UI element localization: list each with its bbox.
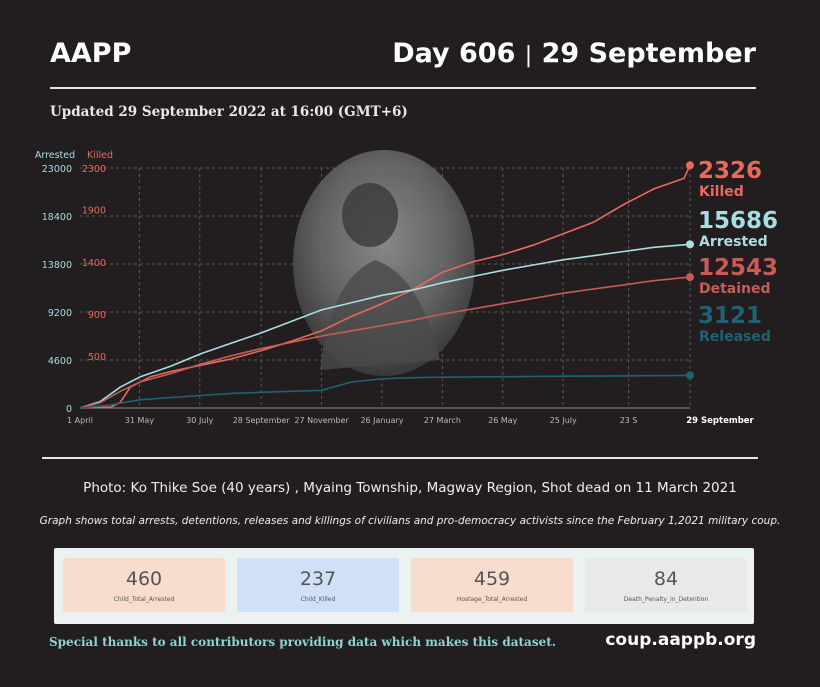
- brand-logo-text: AAPP: [50, 38, 132, 69]
- right-tick-label: 1400: [82, 258, 106, 269]
- chart-series: [79, 161, 694, 409]
- left-tick-label: 18400: [42, 212, 72, 223]
- series-line-arrested: [79, 243, 691, 409]
- end-label-arrested: Arrested: [699, 234, 768, 250]
- heading-date: 29 September: [541, 38, 756, 69]
- x-tick-label: 26 May: [488, 416, 518, 425]
- x-tick-label: 26 January: [360, 416, 403, 425]
- stat-card-death-penalty: 84 Death_Penalty_in_Detention: [585, 558, 747, 612]
- left-tick-label: 4600: [48, 356, 72, 367]
- left-tick-label: 23000: [42, 164, 72, 175]
- x-tick-label: 27 November: [294, 416, 349, 425]
- x-tick-label: 23 S: [620, 416, 638, 425]
- chart-axes: 23000 18400 13800 9200 4600 0 2300 1900 1400 900 5…: [35, 150, 755, 426]
- left-tick-label: 13800: [42, 260, 72, 271]
- heading-separator: |: [524, 43, 533, 68]
- stat-label: Death_Penalty_in_Detention: [623, 596, 709, 603]
- stat-label: Child_Killed: [300, 596, 336, 603]
- right-tick-label: 500: [88, 352, 106, 363]
- end-label-killed: Killed: [699, 184, 744, 200]
- portrait-photo: [293, 150, 475, 376]
- series-end-point-detained: [686, 273, 694, 282]
- series-end-point-arrested: [686, 240, 694, 249]
- stat-value: 84: [653, 568, 679, 590]
- stat-label: Hostage_Total_Arrested: [456, 596, 528, 603]
- stat-value: 459: [473, 568, 511, 590]
- left-axis-title: Arrested: [35, 150, 75, 161]
- x-tick-label: 1 April: [67, 416, 93, 425]
- line-chart: 23000 18400 13800 9200 4600 0 2300 1900 1400 900 5…: [35, 150, 778, 426]
- stats-panel: 460 Child_Total_Arrested 237 Child_Kille…: [54, 548, 754, 624]
- day-counter: Day 606: [392, 38, 516, 69]
- x-tick-label: 28 September: [233, 416, 291, 425]
- stat-card-child-arrested: 460 Child_Total_Arrested: [63, 558, 225, 612]
- end-label-detained: Detained: [699, 281, 771, 297]
- middle-divider: [42, 457, 758, 459]
- stat-card-hostage-arrested: 459 Hostage_Total_Arrested: [411, 558, 573, 612]
- right-axis-title: Killed: [87, 150, 113, 161]
- left-tick-label: 9200: [48, 308, 72, 319]
- end-value-detained: 12543: [698, 255, 778, 281]
- thanks-note: Special thanks to all contributors provi…: [49, 635, 556, 649]
- right-tick-label: 1900: [82, 206, 106, 217]
- day-date-heading: Day 606 | 29 September: [392, 38, 756, 69]
- stat-label: Child_Total_Arrested: [113, 596, 175, 603]
- x-tick-label: 30 July: [186, 416, 213, 425]
- stat-card-child-killed: 237 Child_Killed: [237, 558, 399, 612]
- series-line-released: [79, 374, 691, 409]
- x-tick-label: 27 March: [424, 416, 461, 425]
- end-value-killed: 2326: [698, 158, 762, 184]
- right-tick-label: 900: [88, 310, 106, 321]
- series-end-point-killed: [686, 161, 694, 170]
- end-value-released: 3121: [698, 303, 762, 329]
- left-tick-label: 0: [66, 404, 72, 415]
- x-tick-label: 31 May: [125, 416, 155, 425]
- stat-value: 237: [299, 568, 337, 590]
- series-end-point-released: [686, 371, 694, 380]
- right-tick-label: 2300: [82, 164, 106, 175]
- series-line-detained: [79, 276, 691, 409]
- website-link[interactable]: coup.aappb.org: [605, 630, 756, 650]
- end-value-arrested: 15686: [698, 208, 778, 234]
- end-label-released: Released: [699, 329, 771, 345]
- x-tick-label: 25 July: [550, 416, 577, 425]
- updated-timestamp: Updated 29 September 2022 at 16:00 (GMT+…: [50, 104, 408, 120]
- top-divider: [50, 87, 756, 89]
- stat-value: 460: [125, 568, 163, 590]
- x-tick-label: 29 September: [686, 416, 754, 426]
- graph-note: Graph shows total arrests, detentions, r…: [39, 515, 781, 527]
- photo-caption: Photo: Ko Thike Soe (40 years) , Myaing …: [83, 480, 737, 496]
